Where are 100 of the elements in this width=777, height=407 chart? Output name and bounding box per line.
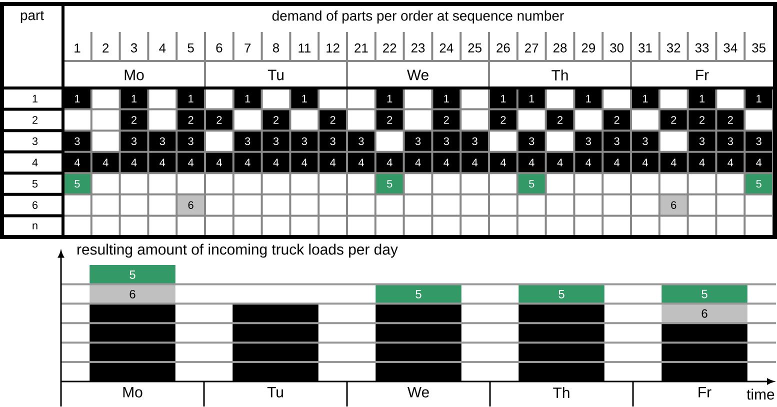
data-label: 4 [728,158,734,166]
x-tick-label: 12 [326,43,340,52]
data-label: 4 [386,158,392,166]
x-axis-title: time [746,388,774,400]
data-label: 1 [387,94,392,102]
x-tick-label: Th [553,387,570,398]
x-tick-label: 5 [188,43,194,52]
data-label: 3 [131,137,137,146]
data-label: 4 [670,158,676,166]
data-label: 5 [756,180,762,188]
data-label: 1 [302,94,307,102]
data-label: 1 [444,94,449,102]
data-label: 4 [102,158,108,166]
data-label: 2 [700,116,705,124]
text: 5 [558,290,564,298]
data-label: 5 [529,180,534,188]
data-label: 3 [358,137,364,146]
x-tick-label: 24 [440,43,454,52]
x-tick-label: 2 [102,43,109,52]
y-tick-label: 1 [32,94,38,102]
text: Fr [696,70,709,80]
data-label: 4 [614,158,620,166]
data-label: 4 [302,158,308,166]
text: We [407,70,428,80]
data-label: 3 [302,137,307,146]
x-tick-label: 27 [525,43,538,52]
x-tick-label: 25 [468,43,482,52]
data-label: 4 [330,158,336,166]
x-tick-label: 11 [298,44,311,52]
x-tick-label: 7 [244,44,251,52]
data-label: 1 [245,94,250,102]
y-tick-label: 6 [32,201,38,209]
data-label: 3 [699,137,705,146]
x-tick-label: 34 [724,43,738,52]
x-tick-label: 6 [216,43,222,52]
x-tick-label: 3 [130,43,138,52]
data-label: 4 [160,158,166,166]
data-label: 1 [586,94,591,102]
data-label: 4 [557,158,563,166]
text: 6 [702,309,708,318]
data-label: 1 [529,94,534,102]
data-label: 3 [472,137,478,146]
y-tick-label: 5 [32,180,38,188]
text: Th [552,70,568,80]
data-label: 3 [756,137,762,146]
data-label: 5 [387,180,392,188]
chart-title: resulting amount of incoming truck loads per day [78,244,398,258]
data-label: 1 [700,94,705,102]
data-label: 1 [500,94,506,102]
data-label: 4 [74,158,80,166]
data-label: 4 [358,158,364,166]
x-tick-label: 23 [411,43,425,52]
data-label: 2 [444,116,449,124]
data-label: 3 [528,137,534,146]
data-label: 6 [671,201,676,209]
data-label: 2 [387,116,392,124]
data-label: 3 [415,137,421,146]
x-tick-label: 1 [74,44,80,52]
x-tick-label: 22 [383,43,396,52]
data-label: 3 [444,137,449,146]
data-label: 4 [586,158,592,166]
y-tick-label: n [32,223,38,230]
x-tick-label: We [407,387,429,398]
data-label: 1 [642,94,648,102]
data-label: 3 [642,137,648,146]
x-tick-label: Tu [267,387,283,398]
data-label: 2 [671,116,676,124]
x-tick-label: 33 [695,43,709,52]
x-tick-label: 8 [272,43,280,52]
data-label: 4 [699,158,705,166]
data-label: 4 [216,158,222,166]
data-label: 2 [330,116,336,124]
y-tick-label: 4 [32,158,38,166]
data-label: 3 [614,137,620,146]
data-label: 3 [74,137,80,146]
data-label: 2 [614,116,620,124]
data-label: 3 [273,137,279,146]
x-tick-label: 30 [610,43,624,52]
data-label: 4 [188,158,194,166]
data-label: 2 [558,116,563,124]
data-label: 1 [756,94,762,102]
x-tick-label: 4 [159,44,166,52]
data-label: 1 [188,94,194,102]
data-label: 2 [132,116,137,124]
data-label: 1 [132,94,137,102]
data-label: 2 [500,116,506,124]
series-label: 5 [130,270,136,279]
text: Tu [268,70,284,80]
data-label: 4 [756,158,762,166]
x-tick-label: 21 [354,43,368,52]
data-label: 4 [444,158,450,166]
x-tick-label: Mo [123,387,142,398]
x-tick-label: 28 [553,43,567,52]
y-tick-label: 2 [32,116,38,124]
data-label: 2 [188,116,194,124]
data-label: 3 [728,137,733,146]
data-label: 3 [586,137,591,146]
data-label: 4 [415,158,421,166]
x-tick-label: 32 [666,43,680,52]
data-label: 2 [216,116,222,124]
